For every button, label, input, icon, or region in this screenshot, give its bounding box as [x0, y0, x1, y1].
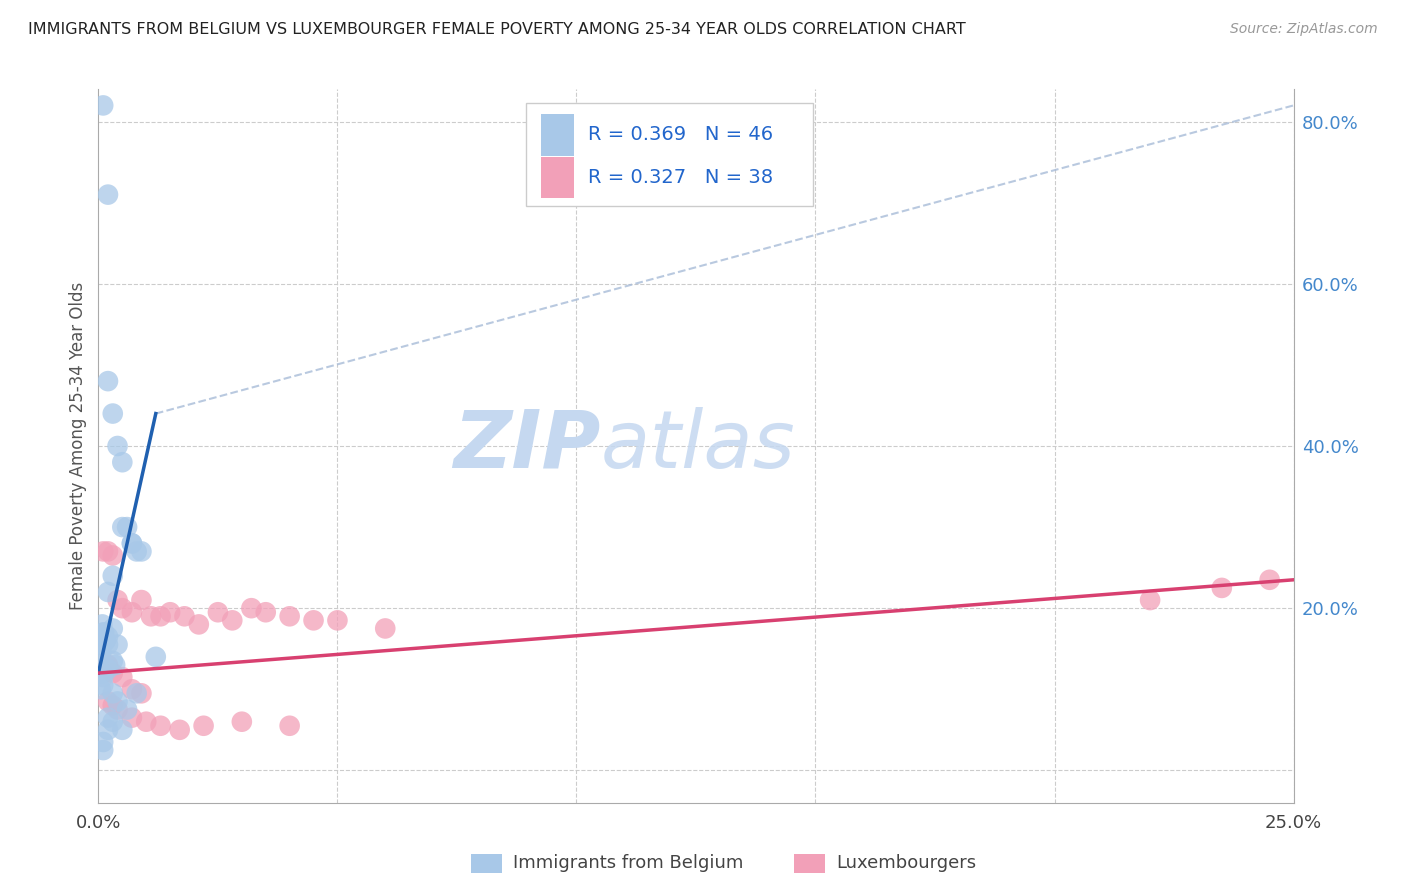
- Point: [121, 536, 143, 550]
- Point: [125, 544, 148, 558]
- Point: [121, 682, 143, 697]
- Point: [135, 714, 157, 729]
- Point: [91, 638, 114, 652]
- Bar: [540, 157, 574, 198]
- Point: [97, 544, 120, 558]
- Point: [97, 723, 120, 737]
- Point: [121, 605, 143, 619]
- Point: [90, 638, 112, 652]
- Point: [1211, 581, 1233, 595]
- Point: [159, 605, 181, 619]
- Point: [302, 613, 325, 627]
- Point: [173, 609, 195, 624]
- Text: Source: ZipAtlas.com: Source: ZipAtlas.com: [1230, 22, 1378, 37]
- Point: [111, 520, 134, 534]
- Point: [115, 520, 138, 534]
- Point: [101, 686, 124, 700]
- Point: [101, 654, 124, 668]
- Point: [93, 625, 115, 640]
- Point: [254, 605, 277, 619]
- Text: ZIP: ZIP: [453, 407, 600, 485]
- Point: [131, 544, 153, 558]
- Point: [231, 714, 253, 729]
- Text: atlas: atlas: [600, 407, 796, 485]
- Point: [278, 719, 301, 733]
- Point: [121, 536, 143, 550]
- Point: [115, 702, 138, 716]
- FancyBboxPatch shape: [526, 103, 813, 205]
- Point: [278, 609, 301, 624]
- Point: [101, 549, 124, 563]
- Point: [145, 649, 167, 664]
- Point: [97, 694, 120, 708]
- Point: [91, 735, 114, 749]
- Text: Immigrants from Belgium: Immigrants from Belgium: [513, 855, 744, 872]
- Point: [169, 723, 191, 737]
- Point: [107, 702, 129, 716]
- Point: [91, 98, 114, 112]
- Point: [101, 698, 124, 713]
- Point: [111, 601, 134, 615]
- Point: [91, 678, 114, 692]
- Point: [101, 568, 124, 582]
- Point: [131, 593, 153, 607]
- Text: R = 0.327   N = 38: R = 0.327 N = 38: [588, 169, 773, 187]
- Bar: [540, 114, 574, 155]
- Text: R = 0.369   N = 46: R = 0.369 N = 46: [588, 126, 773, 145]
- Point: [101, 407, 124, 421]
- Point: [97, 657, 120, 672]
- Point: [221, 613, 243, 627]
- Point: [91, 666, 114, 681]
- Point: [111, 670, 134, 684]
- Point: [97, 187, 120, 202]
- Point: [121, 711, 143, 725]
- Point: [149, 719, 172, 733]
- Point: [107, 593, 129, 607]
- Point: [149, 609, 172, 624]
- Point: [374, 622, 396, 636]
- Point: [240, 601, 263, 615]
- Point: [101, 714, 124, 729]
- Point: [89, 649, 111, 664]
- Text: IMMIGRANTS FROM BELGIUM VS LUXEMBOURGER FEMALE POVERTY AMONG 25-34 YEAR OLDS COR: IMMIGRANTS FROM BELGIUM VS LUXEMBOURGER …: [28, 22, 966, 37]
- Point: [111, 455, 134, 469]
- Point: [97, 711, 120, 725]
- Point: [104, 657, 127, 672]
- Point: [125, 686, 148, 700]
- Point: [91, 743, 114, 757]
- Point: [131, 686, 153, 700]
- Point: [94, 633, 117, 648]
- Point: [97, 662, 120, 676]
- Point: [101, 666, 124, 681]
- Point: [97, 585, 120, 599]
- Point: [101, 622, 124, 636]
- Point: [1258, 573, 1281, 587]
- Point: [90, 646, 112, 660]
- Point: [107, 694, 129, 708]
- Point: [326, 613, 349, 627]
- Point: [107, 439, 129, 453]
- Point: [97, 630, 120, 644]
- Point: [91, 670, 114, 684]
- Point: [111, 723, 134, 737]
- Point: [91, 625, 114, 640]
- Y-axis label: Female Poverty Among 25-34 Year Olds: Female Poverty Among 25-34 Year Olds: [69, 282, 87, 610]
- Point: [91, 633, 114, 648]
- Point: [187, 617, 209, 632]
- Point: [207, 605, 229, 619]
- Point: [97, 638, 120, 652]
- Text: Luxembourgers: Luxembourgers: [837, 855, 977, 872]
- Point: [107, 638, 129, 652]
- Point: [90, 682, 112, 697]
- Point: [139, 609, 162, 624]
- Point: [193, 719, 215, 733]
- Point: [97, 374, 120, 388]
- Point: [91, 544, 114, 558]
- Point: [1139, 593, 1161, 607]
- Point: [94, 633, 117, 648]
- Point: [91, 617, 114, 632]
